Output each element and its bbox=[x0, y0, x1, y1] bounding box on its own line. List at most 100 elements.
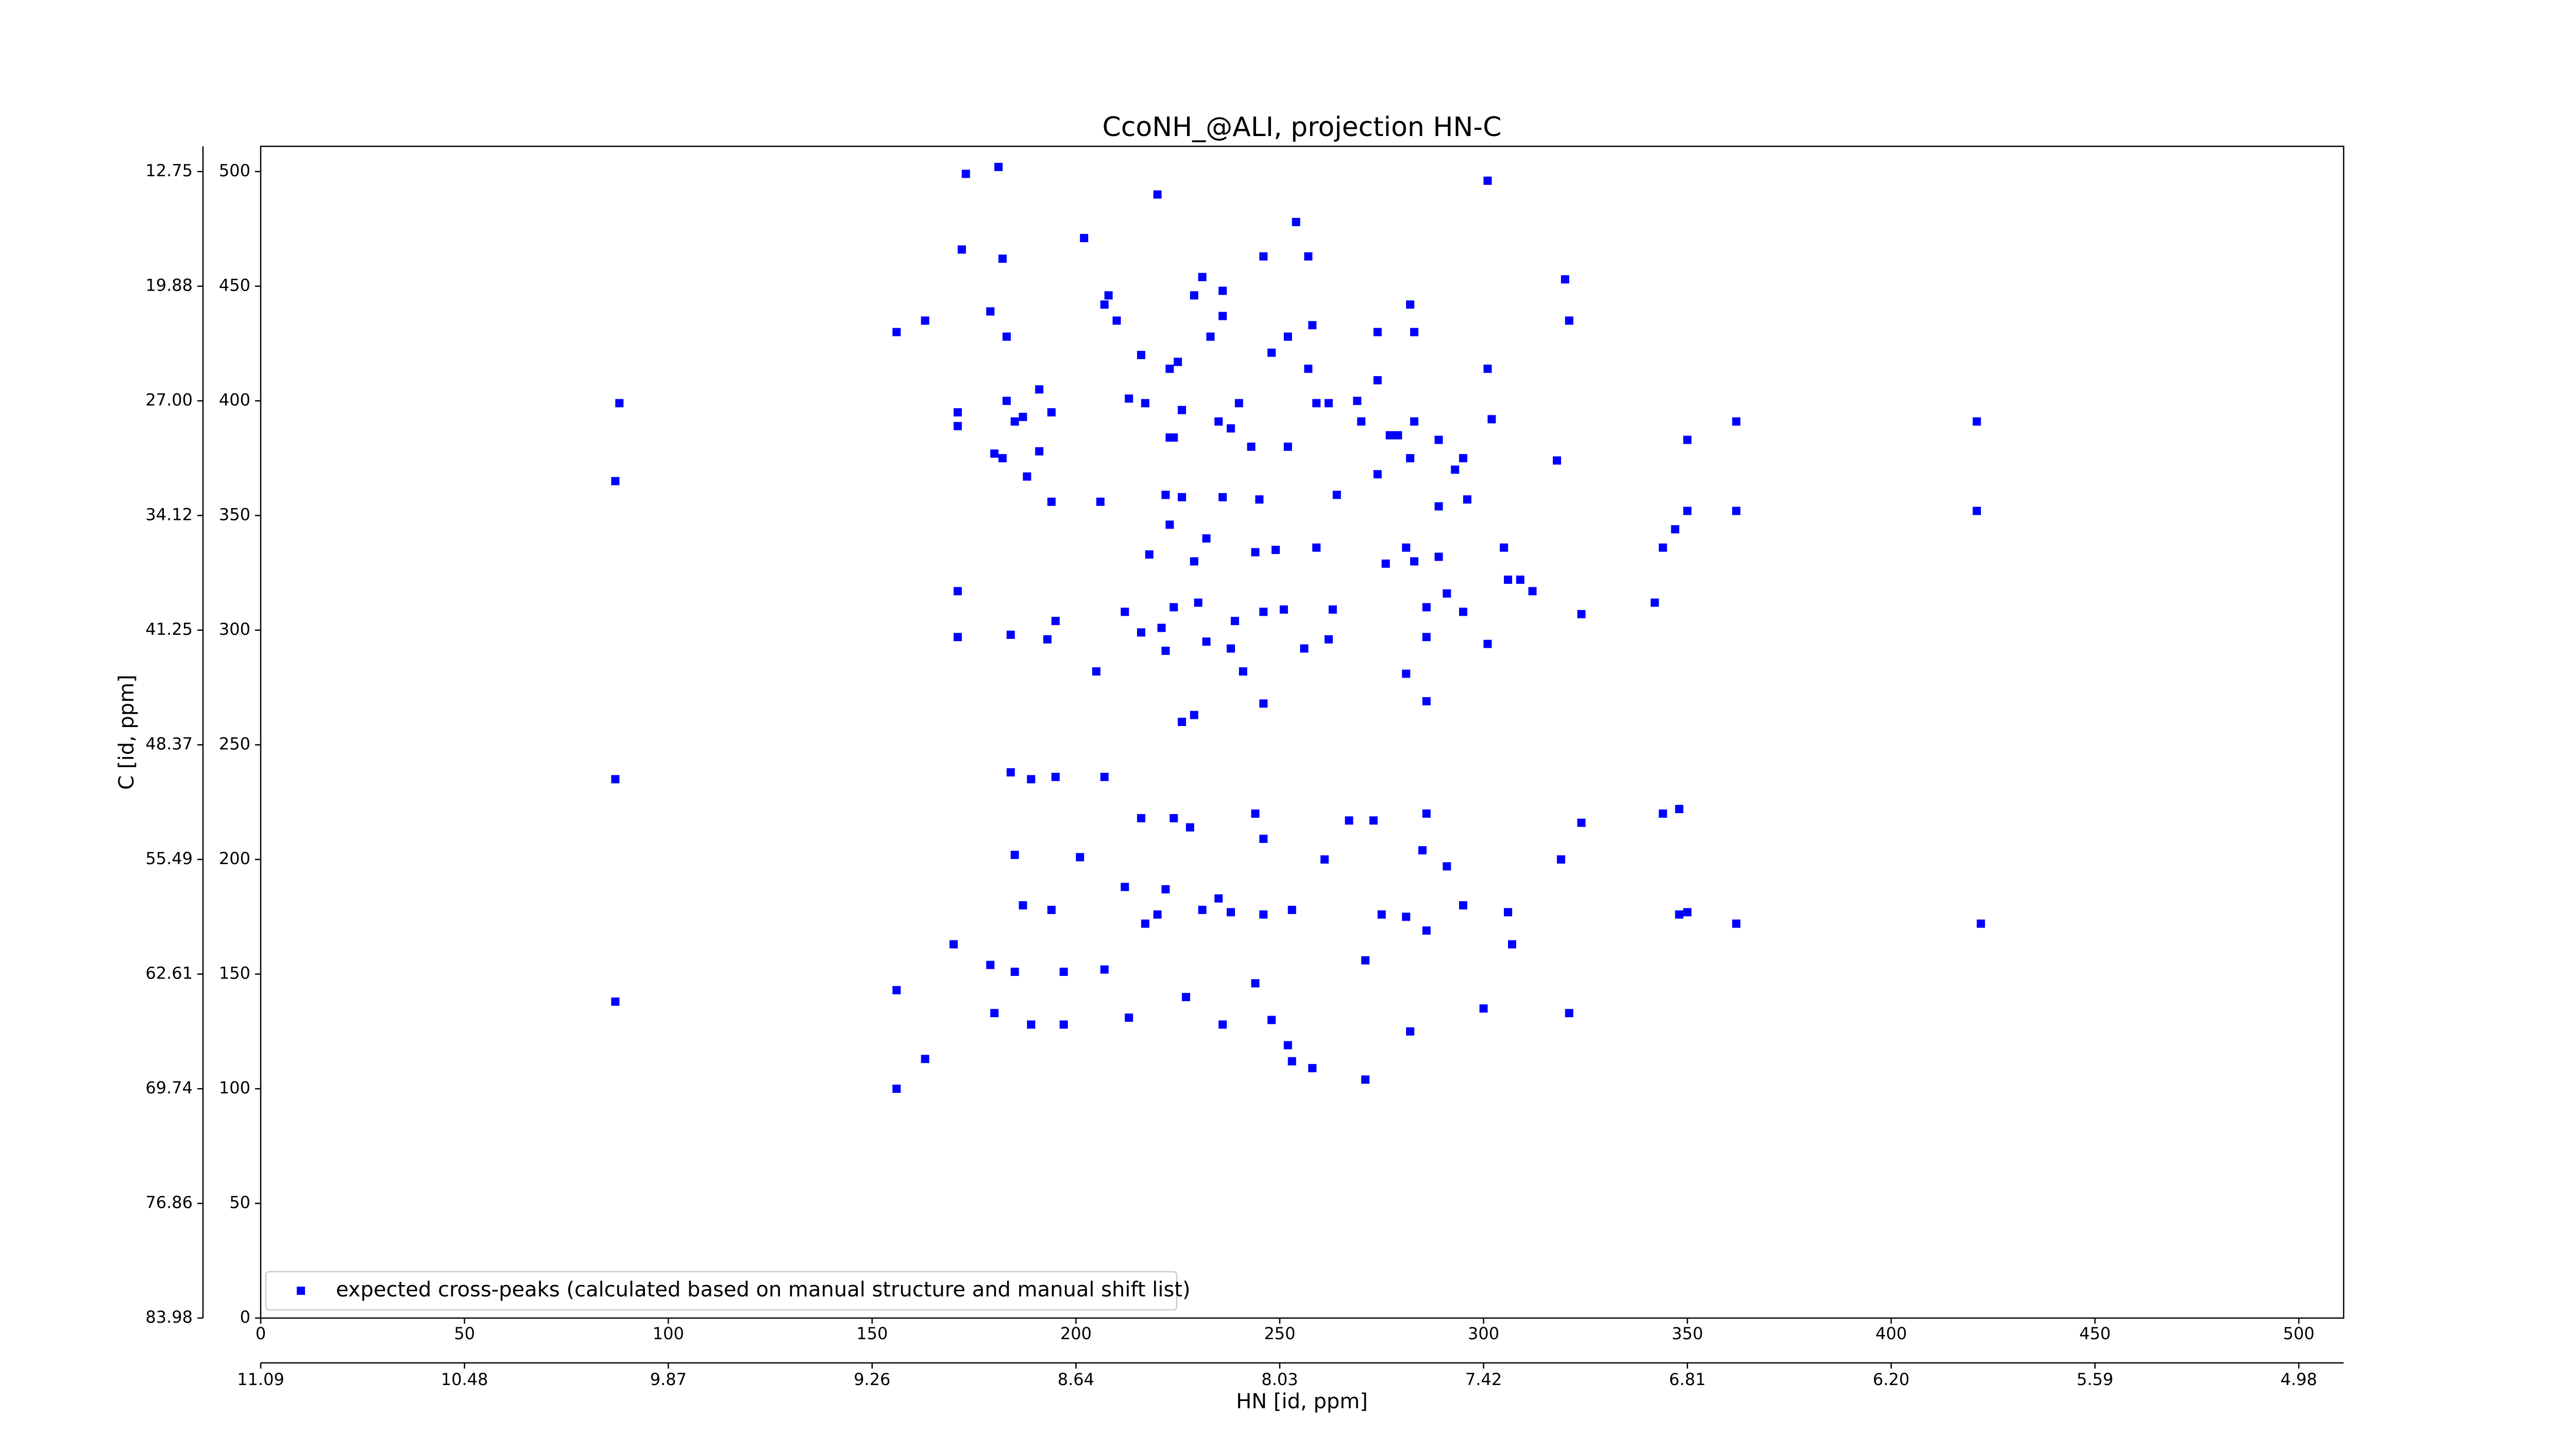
cross-peak-marker bbox=[1292, 217, 1300, 226]
cross-peak-marker bbox=[1259, 910, 1268, 919]
cross-peak-marker bbox=[1671, 525, 1680, 534]
cross-peak-marker bbox=[1161, 491, 1170, 499]
cross-peak-marker bbox=[1267, 348, 1276, 357]
cross-peak-marker bbox=[1157, 623, 1166, 632]
cross-peak-marker bbox=[1361, 956, 1370, 965]
legend-label: expected cross-peaks (calculated based o… bbox=[336, 1278, 1191, 1302]
cross-peak-marker bbox=[1218, 493, 1227, 501]
cross-peak-marker bbox=[1251, 979, 1260, 988]
cross-peak-marker bbox=[1402, 913, 1411, 921]
y2-tick-label: 62.61 bbox=[145, 963, 193, 983]
cross-peak-marker bbox=[1251, 809, 1260, 818]
cross-peak-marker bbox=[1035, 447, 1044, 455]
cross-peak-marker bbox=[1577, 818, 1586, 827]
cross-peak-marker bbox=[1304, 364, 1313, 373]
cross-peak-marker bbox=[1227, 908, 1235, 917]
cross-peak-marker bbox=[1125, 1014, 1133, 1022]
cross-peak-marker bbox=[1112, 316, 1121, 325]
cross-peak-marker bbox=[990, 449, 999, 458]
cross-peak-marker bbox=[1043, 635, 1052, 644]
cross-peak-marker bbox=[1145, 550, 1154, 559]
cross-peak-marker bbox=[921, 316, 929, 325]
cross-peak-marker bbox=[1019, 901, 1027, 909]
cross-peak-marker bbox=[1051, 617, 1060, 626]
cross-peak-marker bbox=[1483, 364, 1492, 373]
cross-peak-marker bbox=[1483, 639, 1492, 648]
cross-peak-marker bbox=[1410, 328, 1419, 336]
cross-peak-marker bbox=[986, 307, 995, 316]
cross-peak-marker bbox=[1373, 328, 1382, 336]
cross-peak-marker bbox=[1137, 814, 1145, 822]
cross-peak-marker bbox=[990, 1009, 999, 1018]
cross-peak-marker bbox=[1422, 809, 1431, 818]
cross-peak-marker bbox=[1202, 637, 1211, 646]
x2-tick-label: 9.87 bbox=[650, 1370, 687, 1389]
cross-peak-marker bbox=[1165, 520, 1174, 529]
cross-peak-marker bbox=[1137, 350, 1145, 359]
cross-peak-marker bbox=[1312, 399, 1321, 408]
cross-peak-marker bbox=[953, 408, 962, 417]
cross-peak-marker bbox=[1259, 699, 1268, 708]
x-tick-label: 150 bbox=[856, 1324, 888, 1343]
cross-peak-marker bbox=[1565, 1009, 1573, 1018]
cross-peak-marker bbox=[1308, 1064, 1317, 1072]
legend-marker bbox=[297, 1287, 305, 1295]
y-tick-label: 350 bbox=[219, 504, 250, 524]
cross-peak-marker bbox=[1096, 497, 1105, 506]
cross-peak-marker bbox=[1178, 406, 1187, 414]
cross-peak-marker bbox=[1153, 190, 1162, 199]
cross-peak-marker bbox=[1006, 630, 1015, 639]
y2-tick-label: 27.00 bbox=[145, 390, 193, 410]
cross-peak-marker bbox=[1650, 598, 1659, 607]
y-tick-label: 200 bbox=[219, 849, 250, 868]
cross-peak-marker bbox=[953, 587, 962, 596]
cross-peak-marker bbox=[1035, 385, 1044, 394]
cross-peak-marker bbox=[1487, 415, 1496, 424]
cross-peak-marker bbox=[1010, 417, 1019, 426]
y2-tick-label: 76.86 bbox=[145, 1192, 193, 1212]
y-tick-label: 300 bbox=[219, 619, 250, 639]
y2-tick-label: 12.75 bbox=[145, 161, 193, 180]
cross-peak-marker bbox=[1324, 399, 1333, 408]
cross-peak-marker bbox=[615, 399, 624, 408]
cross-peak-marker bbox=[1463, 495, 1471, 504]
cross-peak-marker bbox=[1174, 358, 1182, 366]
cross-peak-marker bbox=[1500, 543, 1509, 552]
y-axis-label: C [id, ppm] bbox=[115, 674, 139, 790]
x-tick-label: 100 bbox=[653, 1324, 684, 1343]
cross-peak-marker bbox=[1732, 919, 1741, 928]
cross-peak-marker bbox=[1504, 576, 1513, 584]
cross-peak-marker bbox=[1304, 252, 1313, 261]
chart-title: CcoNH_@ALI, projection HN-C bbox=[1103, 112, 1502, 143]
x-tick-label: 500 bbox=[2283, 1324, 2314, 1343]
cross-peak-marker bbox=[1328, 605, 1337, 614]
cross-peak-marker bbox=[1239, 667, 1247, 676]
plot-frame bbox=[260, 145, 2345, 1319]
cross-peak-marker bbox=[1402, 543, 1411, 552]
cross-peak-marker bbox=[921, 1055, 929, 1064]
cross-peak-marker bbox=[1214, 894, 1223, 903]
cross-peak-marker bbox=[1259, 834, 1268, 843]
cross-peak-marker bbox=[1227, 424, 1235, 433]
y-tick-label: 100 bbox=[219, 1078, 250, 1098]
cross-peak-marker bbox=[1100, 300, 1109, 309]
cross-peak-marker bbox=[1125, 394, 1133, 403]
cross-peak-marker bbox=[1230, 617, 1239, 626]
x-tick-label: 450 bbox=[2079, 1324, 2111, 1343]
cross-peak-marker bbox=[1483, 176, 1492, 185]
cross-peak-marker bbox=[1402, 669, 1411, 678]
cross-peak-marker bbox=[1002, 332, 1011, 341]
cross-peak-marker bbox=[1283, 332, 1292, 341]
y-tick-label: 250 bbox=[219, 734, 250, 753]
cross-peak-marker bbox=[1320, 855, 1329, 864]
x-tick-label: 400 bbox=[1875, 1324, 1907, 1343]
cross-peak-marker bbox=[1577, 610, 1586, 618]
cross-peak-marker bbox=[1267, 1016, 1276, 1024]
cross-peak-marker bbox=[1451, 465, 1460, 474]
cross-peak-marker bbox=[1406, 454, 1415, 463]
cross-peak-marker bbox=[994, 163, 1003, 172]
cross-peak-marker bbox=[1234, 399, 1243, 408]
y-tick-label: 50 bbox=[229, 1192, 250, 1212]
cross-peak-marker bbox=[1345, 816, 1353, 825]
cross-peak-marker bbox=[1170, 814, 1178, 822]
